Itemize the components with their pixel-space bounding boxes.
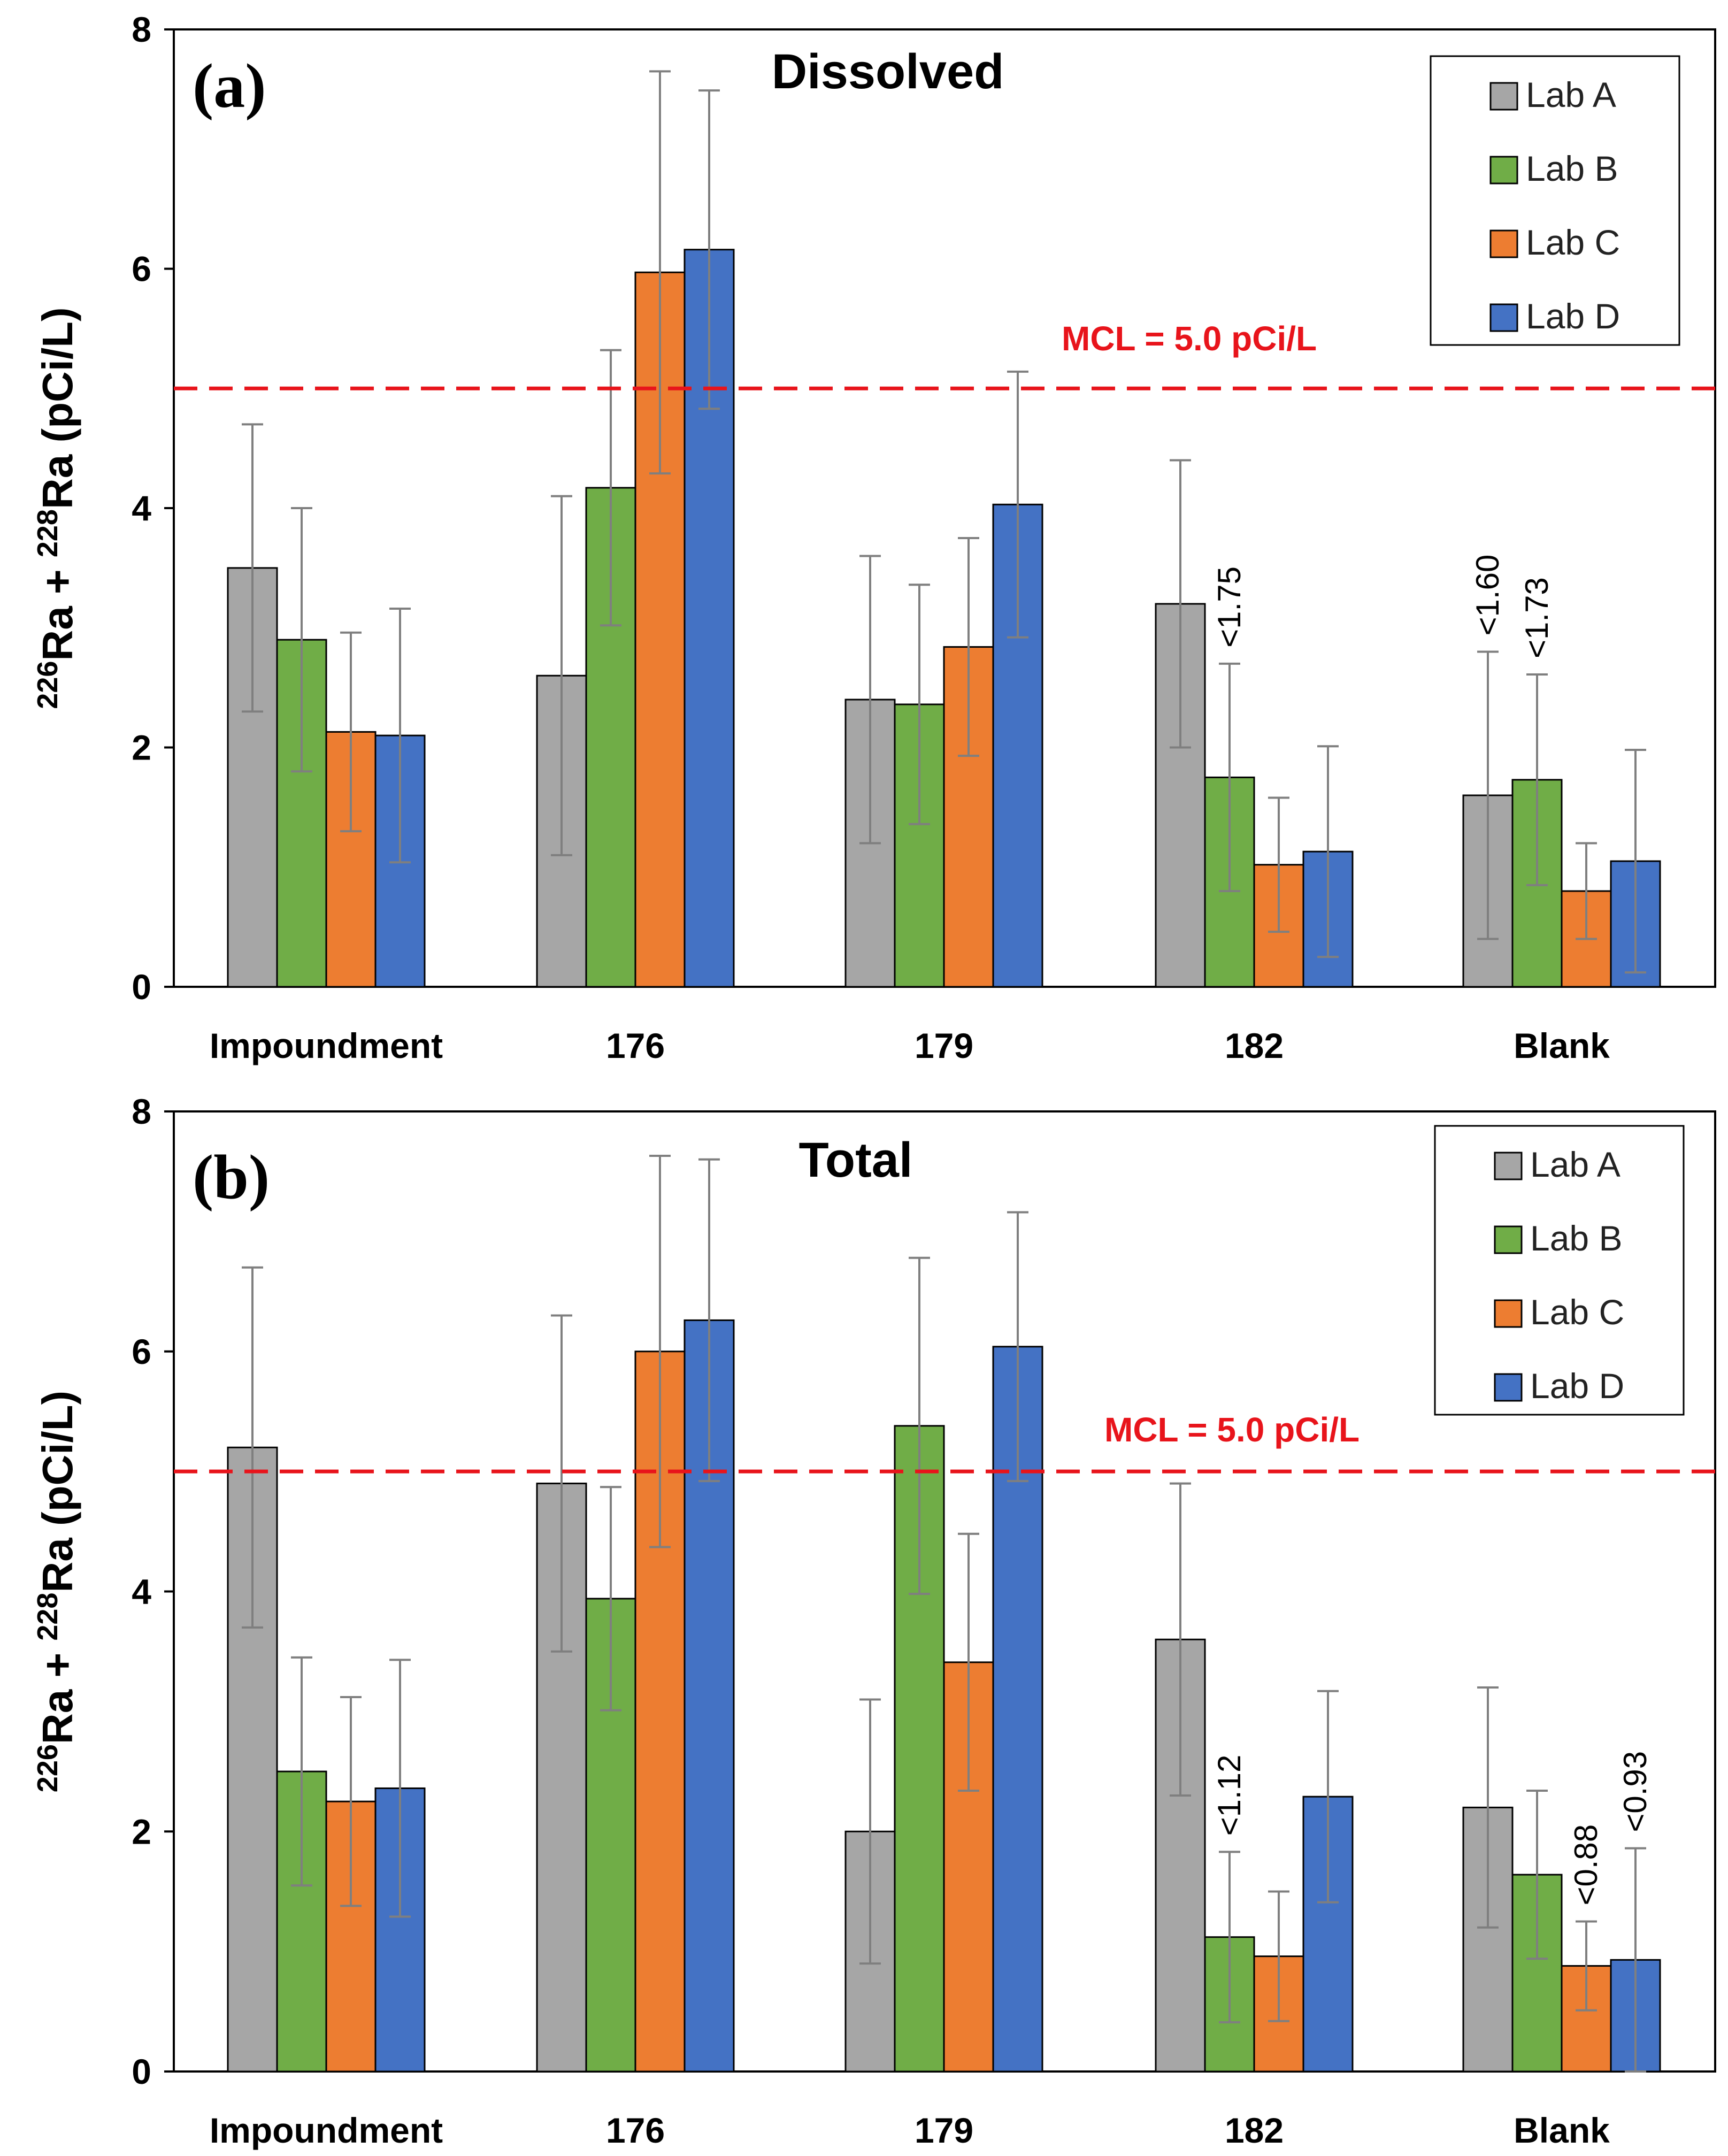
category-label: 176 bbox=[606, 1026, 665, 1065]
chart-panel-a: 0 2 4 6 8 226Ra + 228Ra (pCi/L) Impoundment 176… bbox=[32, 10, 1716, 1065]
legend-swatch bbox=[1489, 156, 1518, 185]
legend-swatch bbox=[1494, 1299, 1523, 1328]
legend-swatch bbox=[1494, 1225, 1523, 1254]
category-label: Impoundment bbox=[210, 2111, 443, 2150]
legend-swatch bbox=[1494, 1152, 1523, 1180]
y-tick-label: 0 bbox=[132, 967, 151, 1007]
y-axis-label-part-2: Ra (pCi/L) bbox=[34, 307, 81, 509]
legend-swatch bbox=[1489, 303, 1518, 332]
y-tick-label: 8 bbox=[132, 1092, 151, 1131]
category-label: Blank bbox=[1514, 1026, 1610, 1065]
y-axis-label-iso-2: 228 bbox=[32, 1593, 64, 1641]
category-label: Blank bbox=[1514, 2111, 1610, 2150]
bar-annotation: <1.75 bbox=[1211, 566, 1247, 648]
y-tick-label: 6 bbox=[132, 1332, 151, 1371]
chart-panel-b: 0 2 4 6 8 226Ra + 228Ra (pCi/L) Impoundment 176… bbox=[32, 1092, 1716, 2150]
legend-entry: Lab B bbox=[1526, 149, 1618, 188]
panel-letter: (a) bbox=[193, 51, 266, 121]
category-label: 179 bbox=[915, 1026, 973, 1065]
y-axis-label-iso-1: 226 bbox=[32, 661, 64, 709]
y-tick-label: 0 bbox=[132, 2052, 151, 2091]
category-label: 176 bbox=[606, 2111, 665, 2150]
y-tick-label: 6 bbox=[132, 249, 151, 289]
bar-annotation: <1.12 bbox=[1211, 1755, 1247, 1836]
panel-title: Dissolved bbox=[772, 44, 1004, 99]
mcl-label: MCL = 5.0 pCi/L bbox=[1062, 319, 1317, 358]
y-axis-label: 226Ra + 228Ra (pCi/L) bbox=[32, 307, 81, 709]
legend-entry: Lab A bbox=[1526, 75, 1616, 114]
y-tick-label: 8 bbox=[132, 10, 151, 49]
mcl-label: MCL = 5.0 pCi/L bbox=[1104, 1410, 1360, 1449]
bar-annotation: <0.88 bbox=[1568, 1824, 1604, 1906]
panel-letter: (b) bbox=[193, 1142, 270, 1212]
y-axis-label-part-1: Ra + bbox=[34, 557, 81, 661]
legend: Lab A Lab B Lab C Lab D bbox=[1434, 1125, 1685, 1416]
legend: Lab A Lab B Lab C Lab D bbox=[1430, 55, 1680, 346]
category-label: 179 bbox=[915, 2111, 973, 2150]
y-axis-label-iso-1: 226 bbox=[32, 1744, 64, 1792]
y-tick-label: 4 bbox=[132, 488, 151, 528]
category-label: 182 bbox=[1225, 1026, 1284, 1065]
legend-swatch bbox=[1489, 82, 1518, 111]
y-axis-label-iso-2: 228 bbox=[32, 509, 64, 557]
category-label: 182 bbox=[1225, 2111, 1284, 2150]
legend-entry: Lab A bbox=[1530, 1145, 1621, 1184]
legend-swatch bbox=[1494, 1373, 1523, 1402]
legend-box bbox=[1430, 55, 1680, 346]
legend-entry: Lab C bbox=[1530, 1292, 1624, 1332]
legend-entry: Lab C bbox=[1526, 222, 1620, 262]
category-label: Impoundment bbox=[210, 1026, 443, 1065]
panel-title: Total bbox=[799, 1133, 913, 1187]
y-tick-label: 4 bbox=[132, 1572, 151, 1612]
bar-annotation: <0.93 bbox=[1617, 1751, 1653, 1832]
bar-annotation: <1.60 bbox=[1470, 555, 1506, 636]
y-axis-label-part-1: Ra + bbox=[34, 1641, 81, 1744]
legend-entry: Lab B bbox=[1530, 1218, 1622, 1258]
bar-annotation: <1.73 bbox=[1519, 577, 1555, 658]
legend-entry: Lab D bbox=[1530, 1366, 1624, 1406]
y-tick-label: 2 bbox=[132, 1812, 151, 1851]
legend-swatch bbox=[1489, 229, 1518, 258]
y-axis-label-part-2: Ra (pCi/L) bbox=[34, 1391, 81, 1593]
y-axis-label: 226Ra + 228Ra (pCi/L) bbox=[32, 1391, 81, 1792]
legend-box bbox=[1434, 1125, 1685, 1416]
y-tick-label: 2 bbox=[132, 728, 151, 768]
legend-entry: Lab D bbox=[1526, 296, 1620, 336]
